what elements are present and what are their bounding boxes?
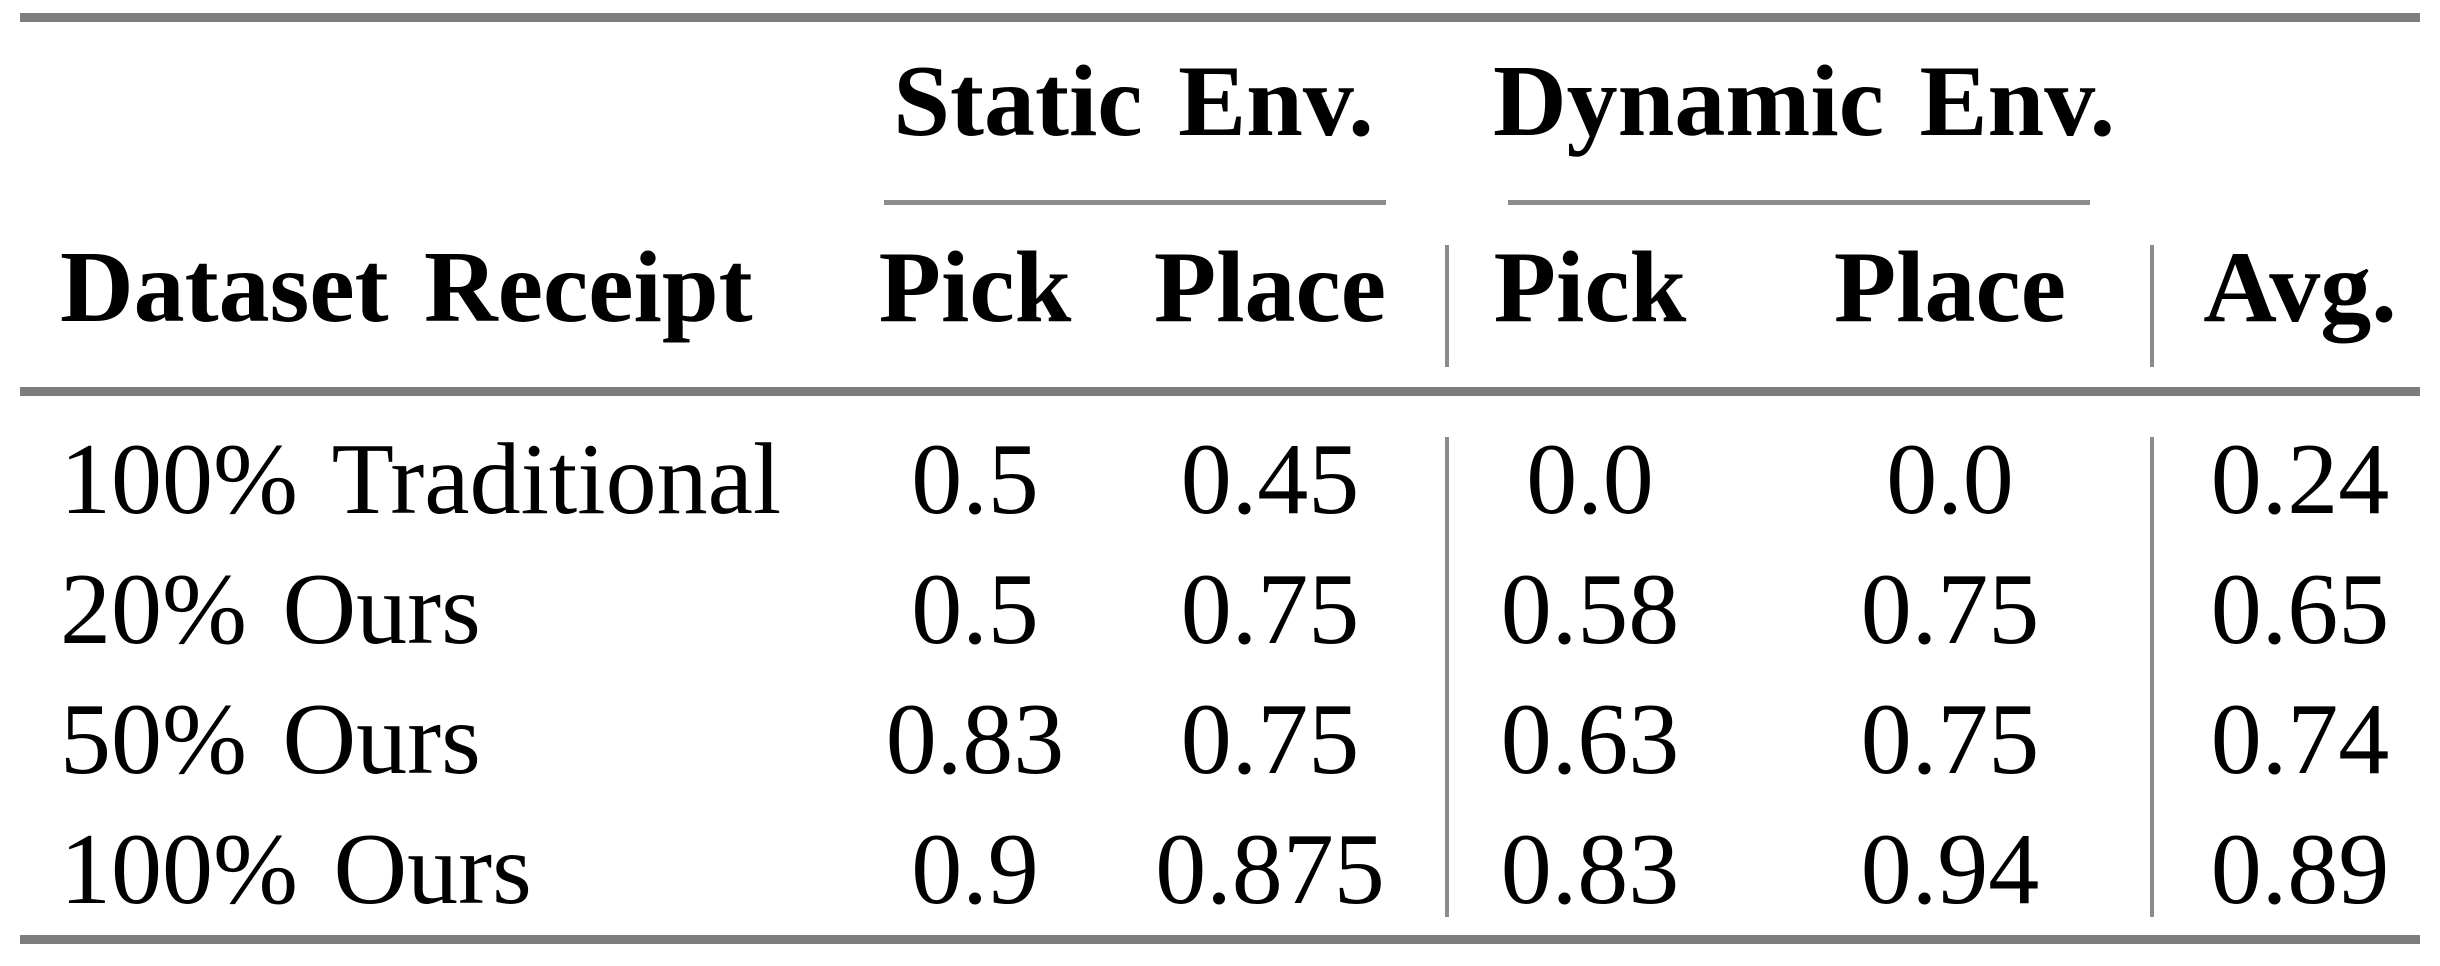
vertical-separator-1-header: [1445, 245, 1449, 367]
cell-dynamic-pick: 0.58: [1500, 553, 1680, 666]
cell-dynamic-place: 0.0: [1886, 423, 2014, 536]
top-rule: [20, 13, 2420, 22]
cell-static-pick: 0.5: [911, 553, 1039, 666]
cell-static-pick: 0.5: [911, 423, 1039, 536]
group-header-static-env: Static Env.: [893, 45, 1374, 158]
column-header-static-place: Place: [1153, 231, 1387, 344]
column-header-dynamic-place: Place: [1833, 231, 2067, 344]
bottom-rule: [20, 935, 2420, 944]
cell-dynamic-pick: 0.83: [1500, 813, 1680, 926]
cell-dynamic-place: 0.75: [1860, 553, 2040, 666]
group-header-dynamic-env: Dynamic Env.: [1493, 45, 2116, 158]
vertical-separator-2-body: [2150, 437, 2154, 917]
cell-static-place: 0.75: [1180, 553, 1360, 666]
cell-avg: 0.65: [2210, 553, 2390, 666]
row-label: 50% Ours: [60, 683, 481, 796]
cell-static-place: 0.45: [1180, 423, 1360, 536]
vertical-separator-1-body: [1445, 437, 1449, 917]
cmidrule-dynamic-env: [1508, 200, 2090, 205]
cell-avg: 0.89: [2210, 813, 2390, 926]
cell-static-pick: 0.9: [911, 813, 1039, 926]
cell-avg: 0.74: [2210, 683, 2390, 796]
cell-dynamic-place: 0.94: [1860, 813, 2040, 926]
cell-static-pick: 0.83: [885, 683, 1065, 796]
cell-dynamic-pick: 0.0: [1526, 423, 1654, 536]
row-label: 20% Ours: [60, 553, 481, 666]
cell-avg: 0.24: [2210, 423, 2390, 536]
header-body-divider-rule: [20, 387, 2420, 396]
cell-dynamic-pick: 0.63: [1500, 683, 1680, 796]
vertical-separator-2-header: [2150, 245, 2154, 367]
column-header-dataset-receipt: Dataset Receipt: [60, 231, 753, 344]
cell-static-place: 0.875: [1155, 813, 1385, 926]
column-header-dynamic-pick: Pick: [1493, 231, 1687, 344]
column-header-static-pick: Pick: [878, 231, 1072, 344]
cell-static-place: 0.75: [1180, 683, 1360, 796]
cell-dynamic-place: 0.75: [1860, 683, 2040, 796]
row-label: 100% Traditional: [60, 423, 782, 536]
cmidrule-static-env: [884, 200, 1386, 205]
row-label: 100% Ours: [60, 813, 532, 926]
column-header-avg: Avg.: [2203, 231, 2397, 344]
